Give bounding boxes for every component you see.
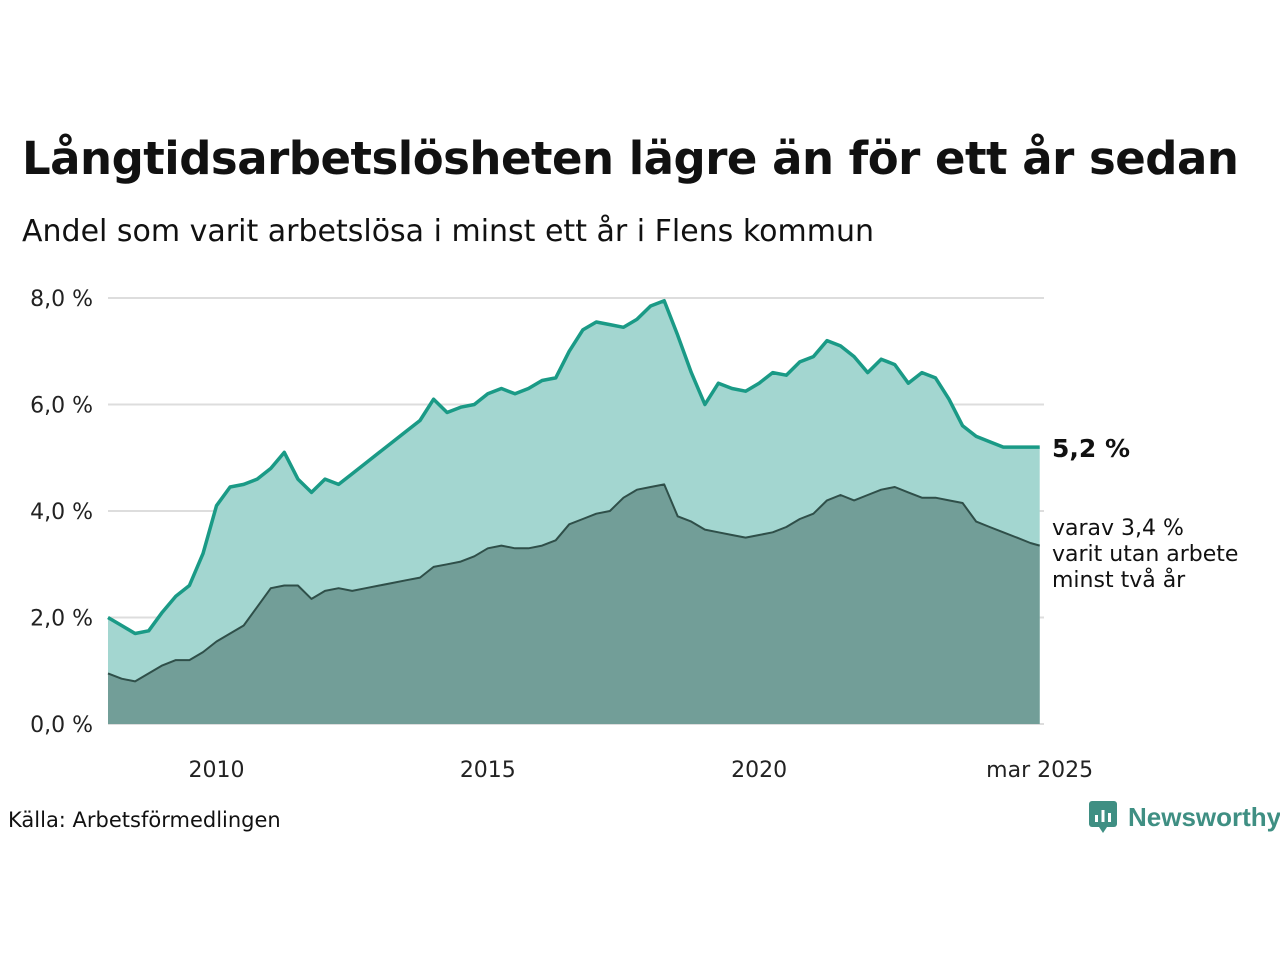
chart-title: Långtidsarbetslösheten lägre än för ett … [22,132,1239,185]
x-tick-label: 2020 [731,758,787,783]
y-tick-label: 8,0 % [30,287,93,312]
x-tick-label: 2010 [189,758,245,783]
y-tick-label: 6,0 % [30,394,93,419]
source-note: Källa: Arbetsförmedlingen [8,808,281,832]
end-note-line: minst två år [1052,567,1186,593]
x-tick-label: 2015 [460,758,516,783]
series-line [107,483,1040,683]
brand-logo[interactable]: Newsworthy [1088,800,1280,834]
brand-name: Newsworthy [1128,801,1280,832]
series-line [107,298,1040,636]
y-tick-label: 2,0 % [30,607,93,632]
y-tick-label: 0,0 % [30,713,93,738]
newsworthy-logo-icon [1089,801,1117,833]
end-value-label: 5,2 % [1052,434,1130,463]
chart-subtitle: Andel som varit arbetslösa i minst ett å… [22,214,874,249]
x-axis-ticks: 2010 2015 2020 mar 2025 [189,758,1094,783]
end-note-line: varav 3,4 % [1052,516,1184,541]
series-area [108,484,1040,724]
y-axis-ticks: 0,0 % 2,0 % 4,0 % 6,0 % 8,0 % [30,287,93,738]
y-tick-label: 4,0 % [30,500,93,525]
x-tick-label: mar 2025 [986,758,1093,783]
area-series [107,298,1040,724]
end-note-line: varit utan arbete [1052,542,1238,567]
